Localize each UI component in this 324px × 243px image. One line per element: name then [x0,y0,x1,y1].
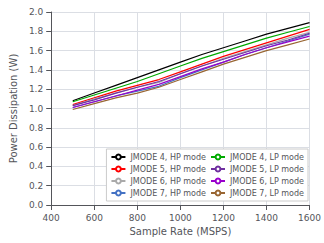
svg-text:1.6: 1.6 [29,46,44,56]
svg-text:1000: 1000 [169,213,192,223]
svg-text:600: 600 [86,213,103,223]
svg-text:1.8: 1.8 [29,26,44,36]
svg-text:1600: 1600 [298,213,321,223]
svg-text:1.2: 1.2 [29,84,43,94]
svg-text:JMODE 6, HP mode: JMODE 6, HP mode [129,177,206,186]
svg-text:0.4: 0.4 [29,161,44,171]
svg-text:1.0: 1.0 [29,104,44,114]
svg-text:JMODE 6, LP mode: JMODE 6, LP mode [229,177,304,186]
svg-text:JMODE 4, HP mode: JMODE 4, HP mode [129,153,206,162]
svg-text:0.2: 0.2 [29,181,43,191]
svg-text:400: 400 [43,213,60,223]
svg-text:JMODE 7, HP mode: JMODE 7, HP mode [129,189,206,198]
svg-text:0.0: 0.0 [29,200,44,210]
svg-text:1200: 1200 [212,213,235,223]
svg-text:Power Dissipation (W): Power Dissipation (W) [8,54,19,164]
svg-text:800: 800 [129,213,146,223]
svg-text:JMODE 5, LP mode: JMODE 5, LP mode [229,165,304,174]
svg-text:JMODE 7, LP mode: JMODE 7, LP mode [229,189,304,198]
svg-text:JMODE 5, HP mode: JMODE 5, HP mode [129,165,206,174]
svg-text:0.8: 0.8 [29,123,44,133]
svg-text:1400: 1400 [255,213,278,223]
svg-text:JMODE 4, LP mode: JMODE 4, LP mode [229,153,304,162]
svg-text:1.4: 1.4 [29,65,44,75]
svg-text:0.6: 0.6 [29,142,44,152]
svg-text:Sample Rate (MSPS): Sample Rate (MSPS) [129,226,231,237]
svg-text:2.0: 2.0 [29,7,44,17]
